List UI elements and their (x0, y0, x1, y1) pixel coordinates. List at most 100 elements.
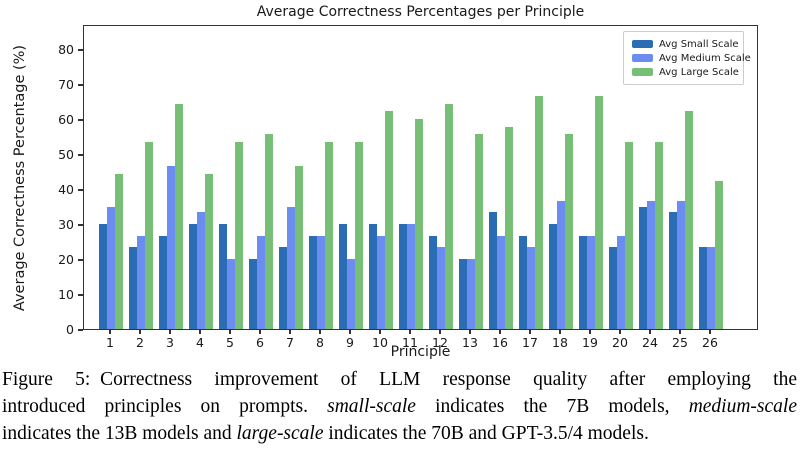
y-tick-label: 80 (58, 42, 74, 57)
bar-group-12 (429, 103, 453, 329)
x-tick-mark (139, 330, 141, 334)
x-tick-mark (529, 330, 531, 334)
bar-group-8 (309, 142, 333, 329)
legend-swatch (632, 54, 653, 62)
y-tick-label: 0 (66, 322, 74, 337)
bar-group-16 (489, 126, 513, 329)
bar-group-17 (519, 95, 543, 329)
bar-avg-large-scale-p25 (685, 111, 693, 329)
x-tick-label: 3 (166, 335, 174, 350)
bar-avg-medium-scale-p5 (227, 259, 235, 329)
x-tick-label: 1 (106, 335, 114, 350)
bar-avg-medium-scale-p24 (647, 200, 655, 329)
bar-group-5 (219, 142, 243, 329)
x-tick-label: 20 (612, 335, 628, 350)
x-tick-label: 24 (642, 335, 658, 350)
x-tick-mark (709, 330, 711, 334)
bar-avg-medium-scale-p4 (197, 212, 205, 329)
x-tick-label: 18 (552, 335, 568, 350)
bar-avg-small-scale-p19 (579, 235, 587, 329)
bar-group-7 (279, 165, 303, 329)
bar-avg-large-scale-p18 (565, 134, 573, 329)
bar-avg-small-scale-p4 (189, 224, 197, 329)
bar-group-2 (129, 142, 153, 329)
legend: Avg Small Scale Avg Medium Scale Avg Large… (623, 31, 751, 85)
y-tick-mark (78, 224, 83, 226)
x-tick-mark (379, 330, 381, 334)
bar-avg-small-scale-p11 (399, 224, 407, 329)
caption-line-2: introduced principles on prompts. small-… (2, 393, 797, 420)
x-tick-label: 9 (346, 335, 354, 350)
x-tick-mark (679, 330, 681, 334)
bar-avg-medium-scale-p10 (377, 235, 385, 329)
x-tick-mark (409, 330, 411, 334)
bar-avg-small-scale-p24 (639, 206, 647, 329)
chart-title: Average Correctness Percentages per Prin… (256, 4, 585, 20)
x-axis-label: Principle (390, 344, 451, 360)
legend-label: Avg Medium Scale (659, 52, 751, 64)
y-tick-mark (78, 119, 83, 121)
x-tick-mark (229, 330, 231, 334)
bar-avg-large-scale-p12 (445, 103, 453, 329)
bar-avg-large-scale-p26 (715, 181, 723, 329)
bar-avg-medium-scale-p19 (587, 235, 595, 329)
bar-avg-large-scale-p4 (205, 173, 213, 329)
y-axis-label: Average Correctness Percentage (%) (12, 44, 28, 312)
x-tick-mark (439, 330, 441, 334)
bar-group-13 (459, 134, 483, 329)
bar-avg-medium-scale-p6 (257, 235, 265, 329)
y-tick-label: 70 (58, 77, 74, 92)
x-tick-label: 4 (196, 335, 204, 350)
figure-caption: Figure 5: Correctness improvement of LLM… (2, 366, 797, 447)
x-tick-mark (109, 330, 111, 334)
y-tick-mark (78, 189, 83, 191)
legend-entry: Avg Small Scale (632, 37, 739, 51)
bar-avg-small-scale-p12 (429, 235, 437, 329)
bar-avg-medium-scale-p12 (437, 247, 445, 329)
bar-avg-medium-scale-p1 (107, 206, 115, 329)
x-tick-mark (259, 330, 261, 334)
bar-avg-large-scale-p8 (325, 142, 333, 329)
bar-avg-medium-scale-p11 (407, 224, 415, 329)
bar-avg-large-scale-p10 (385, 111, 393, 329)
y-tick-label: 60 (58, 112, 74, 127)
x-tick-mark (499, 330, 501, 334)
bar-avg-large-scale-p19 (595, 95, 603, 329)
x-tick-mark (319, 330, 321, 334)
bar-avg-small-scale-p10 (369, 224, 377, 329)
y-tick-label: 20 (58, 252, 74, 267)
caption-term: small-scale (327, 396, 416, 417)
y-tick-label: 50 (58, 147, 74, 162)
bar-group-3 (159, 103, 183, 329)
y-tick-mark (78, 294, 83, 296)
y-tick-mark (78, 49, 83, 51)
bar-avg-small-scale-p18 (549, 224, 557, 329)
x-tick-label: 7 (286, 335, 294, 350)
bar-avg-medium-scale-p8 (317, 235, 325, 329)
bar-avg-large-scale-p2 (145, 142, 153, 329)
bar-group-4 (189, 173, 213, 329)
legend-entry: Avg Medium Scale (632, 51, 751, 65)
x-tick-label: 5 (226, 335, 234, 350)
bar-avg-large-scale-p24 (655, 142, 663, 329)
y-tick-mark (78, 329, 83, 331)
legend-entry: Avg Large Scale (632, 65, 739, 79)
x-tick-mark (559, 330, 561, 334)
caption-text: Figure 5: Correctness improvement of LLM… (2, 369, 797, 390)
bar-avg-small-scale-p2 (129, 247, 137, 329)
x-tick-mark (199, 330, 201, 334)
bar-avg-small-scale-p5 (219, 224, 227, 329)
bar-avg-large-scale-p3 (175, 103, 183, 329)
bar-group-6 (249, 134, 273, 329)
bar-avg-small-scale-p6 (249, 259, 257, 329)
x-tick-label: 12 (432, 335, 448, 350)
bar-avg-medium-scale-p20 (617, 235, 625, 329)
x-tick-label: 6 (256, 335, 264, 350)
bar-avg-large-scale-p5 (235, 142, 243, 329)
bar-avg-large-scale-p17 (535, 95, 543, 329)
legend-swatch (632, 40, 653, 48)
bar-avg-large-scale-p1 (115, 173, 123, 329)
bar-avg-small-scale-p20 (609, 247, 617, 329)
caption-text: indicates the 13B models and (2, 423, 237, 444)
